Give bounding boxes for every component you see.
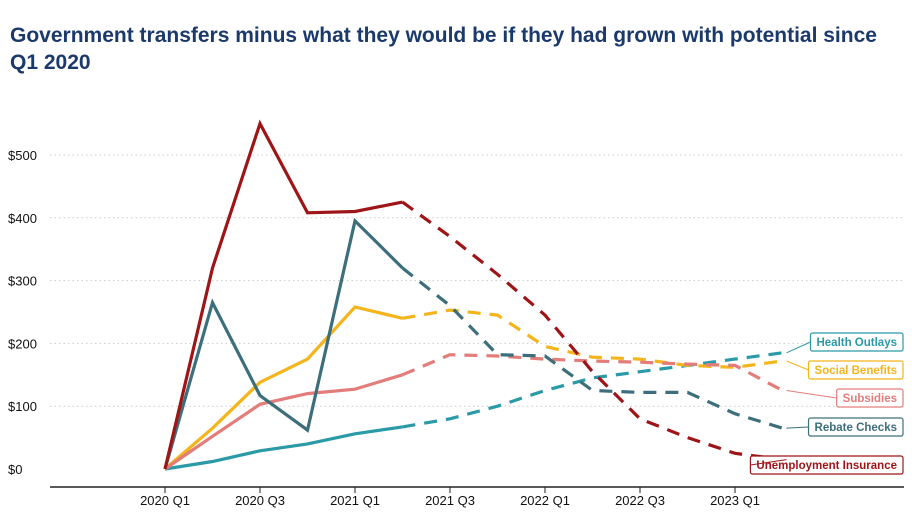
x-axis-ticks: 2020 Q1 2020 Q3 2021 Q1 2021 Q3 2022 Q1 2022 … [140, 487, 760, 508]
unemployment-insurance-label: Unemployment Insurance [749, 455, 904, 475]
y-tick-label: $200 [8, 336, 37, 351]
x-tick-label: 2022 Q3 [615, 493, 665, 508]
health-outlays-label-leader [786, 341, 811, 354]
social-benefits-line-actual [163, 305, 403, 471]
subsidies-line-actual [164, 373, 403, 471]
x-tick-label: 2022 Q1 [520, 493, 570, 508]
health-outlays-line-projected [402, 351, 783, 429]
rebate-checks-line-projected [401, 266, 783, 430]
chart-title: Government transfers minus what they wou… [10, 24, 877, 74]
x-tick-label: 2021 Q3 [425, 493, 475, 508]
rebate-checks-label-leader [786, 426, 809, 429]
series-labels: Health Outlays Social Benefits Subsidies Re… [749, 332, 904, 475]
unemployment-insurance-label-leader [750, 459, 787, 466]
x-tick-label: 2020 Q3 [235, 493, 285, 508]
rebate-checks-line-actual [163, 217, 404, 470]
y-tick-label: $500 [8, 148, 37, 163]
subsidies-line-projected [401, 353, 784, 392]
subsidies-label-leader [786, 390, 837, 399]
y-tick-label: $300 [8, 274, 37, 289]
unemployment-insurance-line-actual [163, 119, 403, 470]
social-benefits-label: Social Benefits [786, 360, 904, 380]
unemployment-insurance-label-text: Unemployment Insurance [756, 460, 897, 472]
social-benefits-line-projected [402, 308, 783, 369]
y-axis-ticks: $0 $100 $200 $300 $400 $500 [8, 148, 37, 477]
x-tick-label: 2021 Q1 [330, 493, 380, 508]
social-benefits-label-text: Social Benefits [815, 365, 897, 377]
y-tick-label: $0 [8, 462, 22, 477]
rebate-checks-label-text: Rebate Checks [815, 422, 897, 434]
x-tick-label: 2023 Q1 [710, 493, 760, 508]
health-outlays-line-actual [164, 425, 403, 471]
social-benefits-label-leader [786, 360, 809, 371]
y-tick-label: $400 [8, 211, 37, 226]
health-outlays-label-text: Health Outlays [816, 337, 897, 349]
health-outlays-label: Health Outlays [786, 332, 904, 354]
subsidies-label: Subsidies [786, 388, 904, 408]
series-lines [163, 119, 784, 471]
y-tick-label: $100 [8, 399, 37, 414]
unemployment-insurance-line-projected [401, 200, 783, 462]
x-tick-label: 2020 Q1 [140, 493, 190, 508]
subsidies-label-text: Subsidies [843, 393, 897, 405]
gridlines [50, 154, 904, 407]
rebate-checks-label: Rebate Checks [786, 417, 904, 437]
